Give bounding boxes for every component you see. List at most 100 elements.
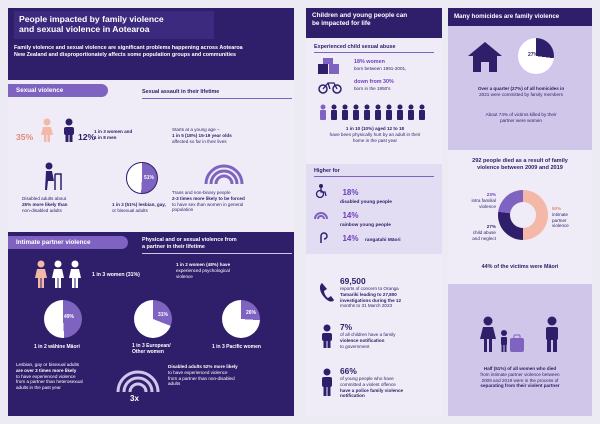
trans-line-4: population [172, 207, 194, 213]
young-line-2: 1 in 5 (18%) 15-19 year olds [172, 132, 232, 138]
reports-line-1: reports of concern to Oranga [340, 286, 399, 291]
csa-down-line-2: born in the 1950's [354, 85, 391, 91]
sexual-violence-section [8, 80, 294, 232]
ipv-subheading: Physical and or sexual violence from a p… [142, 237, 237, 251]
pacific-pie-chart [222, 300, 260, 338]
subheading-underline [142, 98, 292, 99]
half-line-2: from intimate partner violence between [480, 371, 560, 377]
pct-men: 12% [78, 132, 96, 142]
higher-pct-maori: 14% [342, 234, 359, 243]
psych-text: 1 in 2 women (48%) have experienced psyc… [176, 262, 230, 279]
ipv-line-1: intimate [552, 211, 569, 217]
man-icon [64, 118, 74, 142]
three-women-icons [35, 260, 81, 288]
ipv-dis-line-1: Disabled adults 52% more likely [168, 364, 238, 369]
child-figure-icon [342, 104, 348, 120]
child-figure-icon [397, 104, 403, 120]
pct-women: 35% [16, 132, 34, 142]
offend-line-1: of young people who have [340, 376, 394, 381]
child-figure-icon [320, 104, 326, 120]
died-line-2: violence between 2009 and 2019 [477, 165, 563, 171]
ipv-lgb-line-4: from a partner than heterosexual [16, 379, 83, 385]
pacific-pie-label: 26% [246, 310, 257, 316]
right-header: Many homicides are family violence [448, 8, 592, 26]
ipv-women-ratio: 1 in 3 women (31%) [92, 272, 140, 278]
reports-block: 69,500 reports of concern to Oranga Tama… [340, 276, 440, 309]
half-line-1: Half (51%) of all women who died [483, 366, 557, 371]
psych-line-1: 1 in 2 women (48%) have [176, 262, 231, 267]
child-figure-icon [375, 104, 381, 120]
young-line-1: Starts at a young age – [172, 127, 220, 132]
label-pacific: 1 in 3 Pacific women [212, 344, 261, 350]
ratio-line-1: 1 in 3 women and [94, 129, 133, 134]
disabled-line-3: non-disabled adults [22, 207, 62, 213]
notif-line-1: of all children have a family [340, 332, 396, 337]
higher-item-rainbow: 14% rainbow young people [314, 205, 391, 228]
reports-line-2: Tamariki leading to 27,800 [340, 291, 397, 297]
rainbow-icon [314, 211, 328, 219]
child-line-2: and neglect [472, 235, 496, 241]
offend-pct: 66% [340, 366, 357, 376]
lgb-pie-chart [126, 162, 158, 194]
victims-line-2: partner were women [500, 117, 542, 123]
house-icon [468, 42, 502, 72]
ratio-line-2: 1 in 8 men [94, 134, 117, 140]
higher-pct-rainbow: 14% [342, 211, 359, 220]
maori-pie-label: 49% [64, 314, 75, 320]
middle-header-line-1: Children and young people can [312, 12, 408, 19]
notif-line-3: to government [340, 343, 370, 349]
donut-hole [510, 202, 536, 228]
donut-label-intra: 23% intra familial violence [456, 192, 496, 209]
young-person-icon [322, 368, 332, 396]
left-title: People impacted by family violence and s… [14, 11, 214, 39]
psych-line-2: experienced psychological [176, 267, 230, 273]
lgb-text: 1 in 2 (51%) lesbian, gay, or bisexual a… [112, 202, 166, 214]
child-icon [322, 324, 332, 348]
notif-line-2: violence notification [340, 337, 385, 343]
ipv-pill: Intimate partner violence [8, 236, 128, 249]
sexual-assault-subheading: Sexual assault in their lifetime [142, 89, 220, 95]
sexual-violence-pill: Sexual violence [8, 84, 108, 97]
young-line-3: affected so far in their lives [172, 138, 227, 144]
lgb-pie-label: 51% [144, 175, 155, 181]
middle-header: Children and young people can be impacte… [306, 8, 442, 38]
offend-line-2: committed a violent offence [340, 381, 396, 387]
child-pct: 27% [486, 224, 496, 229]
middle-header-line-2: be impacted for life [312, 20, 371, 27]
ipv-line-2: partner [552, 217, 567, 223]
higher-label-rainbow: rainbow young people [340, 223, 391, 228]
csa-heading: Experienced child sexual abuse [314, 44, 396, 50]
intra-line-2: violence [479, 203, 496, 209]
higher-pct-disabled: 18% [342, 188, 359, 197]
label-euro-line-2: Other women [132, 349, 164, 356]
ipv-lgb-line-3: to have experienced violence [16, 373, 76, 379]
lgb-line-2: or bisexual adults [112, 207, 148, 213]
offend-block: 66% of young people who have committed a… [340, 366, 440, 399]
higher-label-maori: rangatahi Māori [364, 238, 401, 243]
quarter-line-2: 2021 were committed by family members [479, 91, 563, 97]
hurt-text: 1 in 10 (10%) aged 12 to 18 have been ph… [314, 126, 436, 143]
higher-for-heading: Higher for [314, 168, 340, 174]
half-line-3: 2009 and 2019 were in the process of [481, 377, 559, 383]
arch-3x-label: 3x [130, 394, 139, 403]
wheelchair-icon [315, 183, 327, 198]
notif-pct: 7% [340, 322, 353, 332]
csa-down-text: down from 30% born in the 1950's [354, 79, 394, 92]
csa-women-line-1: 18% women [354, 59, 385, 65]
woman-icon [41, 118, 53, 142]
died-line-1: 292 people died as a result of family [472, 158, 568, 164]
donut-label-child: 27% child abuse and neglect [454, 224, 496, 241]
csa-women-text: 18% women born between 1991-2001, [354, 59, 406, 72]
quarter-text: Over a quarter (27%) of all homicides in… [454, 86, 588, 98]
died-text: 292 people died as a result of family vi… [452, 158, 588, 172]
ipv-subheading-line-2: a partner in their lifetime [142, 244, 205, 250]
ipv-lgb-line-1: Lesbian, gay or bisexual adults [16, 362, 80, 367]
intra-line-1: intra familial [471, 197, 496, 203]
homicide-pie-label: 27% [528, 52, 539, 58]
trans-line-3: to have sex than women in general [172, 201, 244, 207]
victims-line-1: About 74% of victims killed by their [485, 112, 557, 117]
higher-for-box [306, 164, 442, 254]
offend-line-4: notification [340, 393, 365, 399]
disabled-text: Disabled adults about 25% more likely th… [22, 196, 67, 213]
reports-line-3: investigations during the 12 [340, 297, 402, 303]
